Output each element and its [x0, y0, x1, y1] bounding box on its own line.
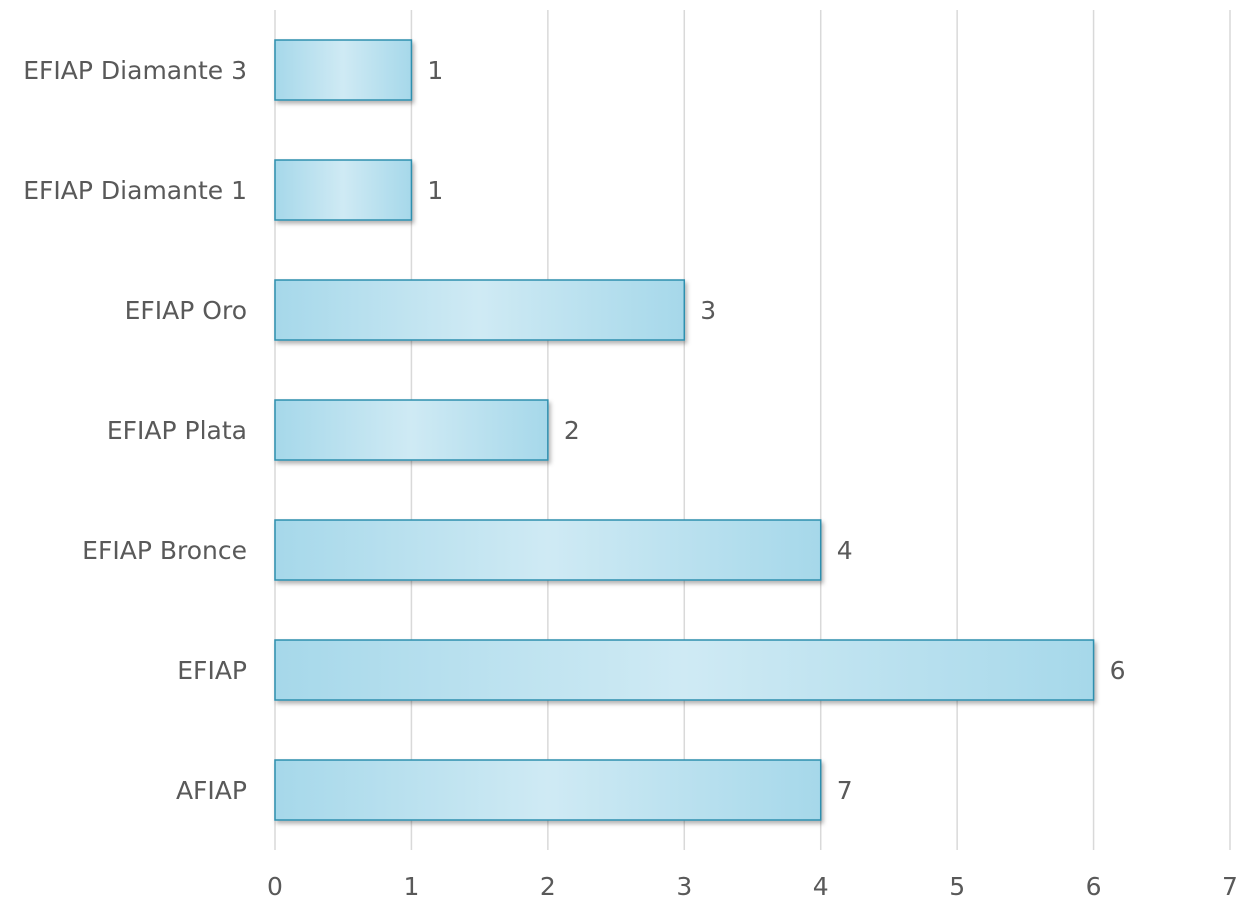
x-tick-label: 6 — [1086, 872, 1102, 901]
y-tick-label: EFIAP Diamante 3 — [23, 56, 247, 85]
x-tick-label: 1 — [403, 872, 419, 901]
y-tick-label: EFIAP Bronce — [82, 536, 247, 565]
data-label: 1 — [427, 176, 443, 205]
bar — [274, 399, 549, 461]
x-tick-label: 4 — [813, 872, 829, 901]
data-label: 3 — [700, 296, 716, 325]
bar — [274, 519, 822, 581]
data-label: 2 — [564, 416, 580, 445]
bar — [274, 39, 413, 101]
y-tick-label: EFIAP Oro — [125, 296, 247, 325]
x-tick-label: 0 — [267, 872, 283, 901]
x-tick-label: 7 — [1222, 872, 1238, 901]
y-tick-label: EFIAP Plata — [107, 416, 247, 445]
bar — [274, 639, 1095, 701]
bar — [274, 159, 413, 221]
y-tick-label: EFIAP — [177, 656, 247, 685]
y-tick-label: AFIAP — [176, 776, 247, 805]
data-label: 7 — [837, 776, 853, 805]
data-label: 1 — [427, 56, 443, 85]
y-tick-label: EFIAP Diamante 1 — [23, 176, 247, 205]
x-tick-label: 3 — [676, 872, 692, 901]
data-label: 6 — [1110, 656, 1126, 685]
data-label: 4 — [837, 536, 853, 565]
bar — [274, 279, 686, 341]
x-tick-label: 2 — [540, 872, 556, 901]
x-tick-label: 5 — [949, 872, 965, 901]
bar — [274, 759, 822, 821]
